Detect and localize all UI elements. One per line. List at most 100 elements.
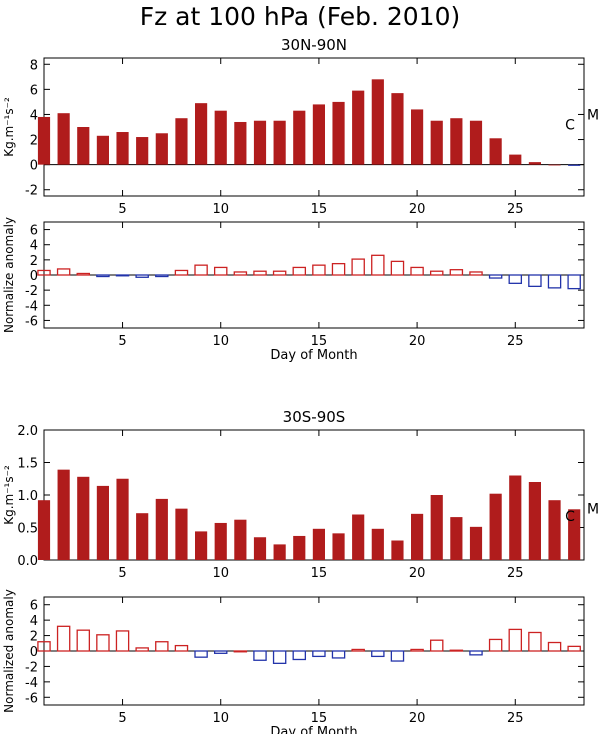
panel-4-bar — [174, 644, 189, 652]
panel-3-bar — [214, 522, 227, 560]
panel-3-bar — [332, 533, 345, 560]
panel-3-bar — [469, 526, 483, 560]
panel-4-bar — [410, 648, 424, 652]
panel-2-bar — [96, 274, 110, 278]
panel-1-ytick-label: -2 — [25, 184, 38, 199]
panel-1-xtick-label: 5 — [118, 202, 126, 217]
panel-2-xtick-label: 15 — [311, 334, 328, 349]
panel-1-marker-c: C — [565, 117, 575, 133]
panel-3-bar — [312, 528, 325, 560]
panel-4-bar — [449, 649, 464, 652]
panel-1-bar — [568, 164, 581, 166]
panel-1-bar — [57, 113, 70, 165]
panel-3-ytick-label: 1.0 — [17, 489, 38, 504]
panel-1-bar — [450, 118, 463, 165]
panel-3-bar — [568, 509, 581, 560]
panel-4-bar — [115, 630, 130, 652]
panel-4-bar — [292, 650, 307, 661]
panel-2-ylabel: Normalize anomaly — [2, 217, 16, 333]
panel-1-bar — [391, 93, 404, 165]
panel-3-marker-m: M — [587, 502, 599, 518]
panel-1-bar — [175, 118, 188, 165]
panel-2-bar — [312, 264, 326, 276]
panel-1-bar — [195, 103, 208, 165]
panel-3-ylabel: Kg.m⁻¹s⁻² — [2, 465, 16, 525]
panel-4-bar — [547, 641, 562, 652]
panel-2-bar — [351, 258, 365, 276]
panel-2-bar — [56, 268, 71, 276]
panel-2-bar — [508, 274, 523, 284]
panel-4-bar — [528, 631, 542, 652]
panel-2-ytick-label: -2 — [25, 284, 38, 299]
panel-4-ytick-label: 2 — [30, 630, 38, 645]
panel-4-bar — [76, 629, 91, 652]
panel-2-bar — [272, 270, 287, 276]
panel-1-xtick-label: 15 — [311, 202, 328, 217]
panel-2-ytick-label: -4 — [25, 299, 38, 314]
panel-2-xtick-label: 5 — [118, 334, 126, 349]
panel-3-marker-c: C — [565, 509, 575, 525]
panel-4-bar — [390, 650, 405, 662]
panel-4-xtick-label: 5 — [118, 711, 126, 726]
panel-2-xtick-label: 25 — [507, 334, 524, 349]
panel-3-bar — [234, 519, 247, 560]
panel-4-bar — [56, 625, 71, 652]
panel-3-bar — [450, 517, 463, 560]
panel-2-bar — [469, 271, 483, 276]
panel-3-bar — [57, 469, 70, 560]
panel-1-bar — [155, 133, 168, 165]
panel-2-bar — [410, 266, 424, 276]
panel-4-ytick-label: -4 — [25, 676, 38, 691]
panel-1-bar — [411, 109, 424, 165]
panel-3-bar — [155, 498, 168, 560]
panel-3-ytick-label: 0.5 — [17, 522, 38, 537]
panel-4-bar — [253, 650, 267, 661]
panel-3-xtick-label: 15 — [311, 566, 328, 581]
panel-1-bar — [332, 101, 345, 165]
panel-4-bar — [331, 650, 346, 659]
panel-2-bar — [528, 274, 542, 288]
panel-1-ylabel: Kg.m⁻¹s⁻² — [2, 97, 16, 157]
panel-1-bar — [509, 154, 522, 165]
panel-3-bar — [273, 544, 286, 560]
panel-4-bar — [567, 645, 581, 652]
panel-4-bar — [351, 648, 365, 652]
panel-3-bar — [116, 478, 129, 560]
panel-1-bar — [352, 90, 365, 165]
panel-2-bar — [174, 269, 189, 276]
panel-3-xtick-label: 25 — [507, 566, 524, 581]
panel-1-bar — [312, 104, 325, 165]
panel-4-bar — [233, 650, 248, 653]
panel-1-bar — [136, 137, 149, 165]
panel-3-bar — [253, 537, 267, 560]
panel-3-ytick-label: 1.5 — [17, 457, 38, 472]
panel-1-bar — [77, 127, 90, 165]
panel-3-bar — [371, 528, 384, 560]
panel-4-xtick-label: 25 — [507, 711, 524, 726]
panel-3-bar — [391, 540, 404, 560]
panel-4-xtick-label: 20 — [409, 711, 426, 726]
panel-1-bar — [253, 120, 267, 165]
panel-4-xtick-label: 15 — [311, 711, 328, 726]
panel-2-xtick-label: 10 — [212, 334, 229, 349]
panel-4-bar — [371, 650, 385, 658]
panel-4-bar — [135, 647, 149, 652]
panel-3-bar — [37, 500, 51, 560]
panel-4-ylabel: Normalized anomaly — [2, 589, 16, 713]
panel-1-bar — [116, 132, 129, 165]
panel-2-ytick-label: 6 — [30, 224, 38, 239]
panel-4-ytick-label: 0 — [30, 645, 38, 660]
panel-4-bar — [272, 650, 287, 664]
panel-4-xtick-label: 10 — [212, 711, 229, 726]
panel-3-bar — [548, 500, 561, 560]
panel-1-marker-m: M — [587, 107, 599, 123]
panel-2-bar — [213, 266, 228, 276]
panel-4-bar — [96, 634, 110, 652]
panel-2-bar — [37, 269, 51, 276]
panel-2-bar — [233, 271, 248, 276]
panel-4-bar — [488, 638, 503, 652]
panel-2-bar — [371, 254, 385, 276]
panel-4-bar — [213, 650, 228, 654]
panel-2-ytick-label: 0 — [30, 269, 38, 284]
